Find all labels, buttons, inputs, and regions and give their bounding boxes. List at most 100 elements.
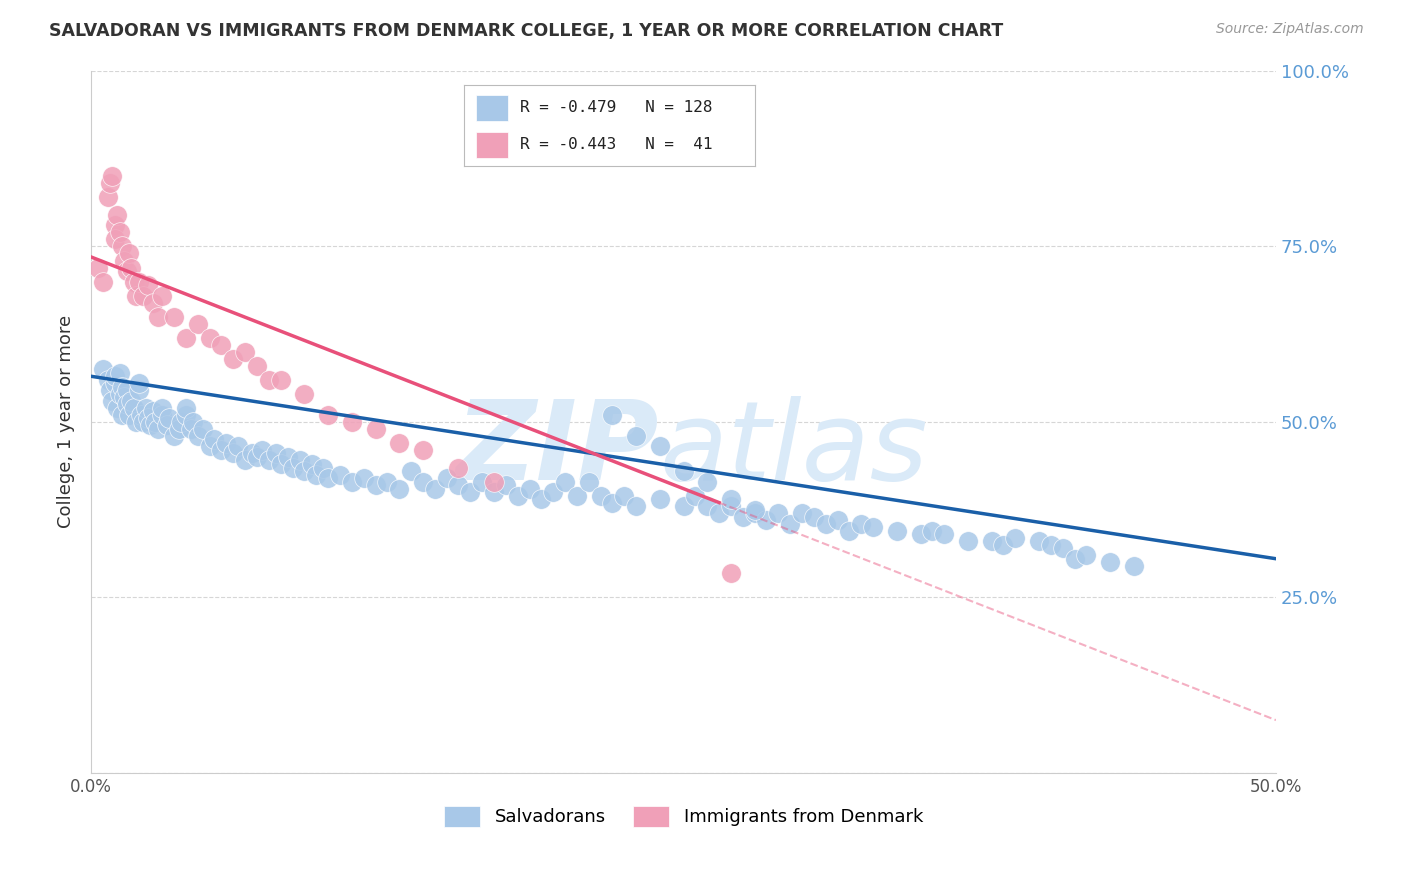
Point (91, 362, 114, 376)
Point (270, 457, 292, 471)
Point (211, 337, 233, 351)
Point (105, 401, 128, 415)
Point (136, 411, 159, 425)
Point (624, 499, 647, 513)
Point (1004, 531, 1026, 545)
Point (233, 453, 256, 467)
Point (128, 376, 150, 391)
Point (506, 489, 529, 503)
Point (471, 475, 494, 489)
Point (482, 475, 505, 489)
Point (910, 527, 932, 541)
Point (744, 502, 766, 516)
Point (180, 422, 202, 436)
Point (1099, 555, 1122, 569)
Point (211, 442, 233, 457)
Point (104, 232, 127, 246)
Point (101, 393, 124, 408)
Point (246, 359, 269, 373)
Point (157, 411, 180, 425)
Point (87, 260, 110, 275)
Point (112, 390, 135, 404)
Point (613, 489, 636, 503)
Point (412, 442, 434, 457)
Point (104, 369, 127, 384)
Point (1063, 551, 1085, 566)
Point (768, 506, 790, 520)
Point (281, 460, 304, 475)
Text: ZIP: ZIP (457, 396, 659, 503)
Point (696, 499, 718, 513)
Point (482, 485, 505, 500)
Point (755, 513, 778, 527)
Point (139, 418, 162, 433)
Point (156, 418, 179, 433)
Point (993, 538, 1015, 552)
Point (143, 415, 166, 429)
Point (222, 446, 245, 460)
Point (174, 401, 197, 415)
Point (1039, 538, 1062, 552)
Point (122, 401, 145, 415)
Point (305, 467, 328, 482)
Point (707, 506, 730, 520)
Point (112, 253, 135, 268)
Legend: Salvadorans, Immigrants from Denmark: Salvadorans, Immigrants from Denmark (437, 798, 931, 834)
Point (167, 422, 190, 436)
Point (111, 380, 134, 394)
Point (128, 275, 150, 289)
Point (294, 464, 316, 478)
Point (814, 516, 837, 531)
Point (215, 436, 238, 450)
Point (163, 429, 186, 443)
Point (458, 485, 481, 500)
Point (589, 489, 612, 503)
Point (191, 422, 214, 436)
Point (91, 275, 114, 289)
Text: Source: ZipAtlas.com: Source: ZipAtlas.com (1216, 22, 1364, 37)
Point (1028, 534, 1050, 549)
Point (696, 475, 718, 489)
Point (101, 169, 124, 184)
Point (125, 288, 148, 302)
Point (731, 509, 754, 524)
Point (353, 471, 375, 485)
Point (174, 408, 197, 422)
Point (779, 516, 801, 531)
Point (921, 524, 943, 538)
Point (257, 453, 280, 467)
Point (170, 415, 193, 429)
Point (125, 415, 148, 429)
Point (790, 506, 813, 520)
Point (108, 387, 131, 401)
Point (294, 387, 316, 401)
Point (980, 534, 1002, 549)
Point (187, 429, 209, 443)
Point (108, 366, 131, 380)
Point (264, 446, 287, 460)
Point (519, 482, 541, 496)
Point (132, 415, 155, 429)
Point (111, 239, 134, 253)
Point (447, 460, 470, 475)
Point (388, 436, 411, 450)
Point (720, 566, 742, 580)
Point (226, 440, 249, 454)
Point (602, 495, 624, 509)
Point (423, 482, 446, 496)
Point (202, 433, 225, 447)
Point (240, 446, 263, 460)
Point (803, 509, 825, 524)
Point (118, 408, 141, 422)
Point (163, 310, 186, 324)
Point (851, 516, 873, 531)
Point (104, 219, 127, 233)
Point (602, 408, 624, 422)
Point (316, 408, 339, 422)
Point (98, 384, 121, 398)
Point (624, 429, 647, 443)
Point (98, 177, 121, 191)
Point (720, 499, 742, 513)
Point (436, 471, 458, 485)
Point (685, 489, 707, 503)
